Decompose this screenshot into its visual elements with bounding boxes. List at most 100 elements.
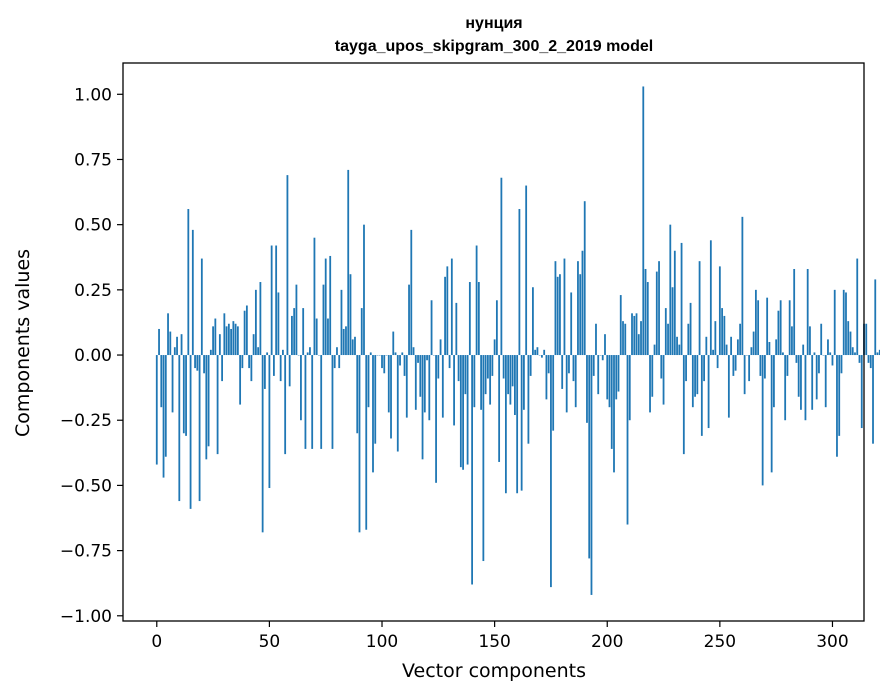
bar-283 [793, 268, 796, 356]
bar-233 [680, 242, 683, 356]
bar-298 [827, 339, 829, 356]
x-axis: 0 50 100 150 200 250 300 [151, 621, 849, 652]
bar-221 [653, 344, 656, 356]
bar-232 [678, 344, 681, 356]
bar-290 [809, 326, 811, 356]
x-tick-label: 100 [366, 632, 398, 652]
bar-169 [536, 347, 539, 356]
bar-206 [619, 295, 622, 356]
bar-207 [622, 321, 624, 356]
bar-249 [716, 355, 719, 369]
bar-0 [155, 355, 158, 465]
bar-237 [689, 302, 692, 356]
x-axis-label: Vector components [402, 660, 586, 682]
bar-88 [354, 336, 356, 356]
bar-145 [482, 355, 485, 562]
bar-164 [525, 185, 528, 356]
bar-161 [518, 209, 521, 356]
x-tick-label: 50 [259, 632, 281, 652]
bar-134 [457, 355, 460, 382]
bar-231 [676, 336, 678, 356]
bar-228 [669, 224, 672, 356]
bar-289 [806, 268, 809, 356]
bar-190 [583, 201, 586, 356]
y-tick-label: −0.75 [60, 542, 112, 562]
bar-48 [263, 355, 266, 389]
bar-52 [273, 355, 275, 376]
bar-65 [302, 308, 305, 356]
bar-193 [590, 355, 593, 595]
bar-143 [477, 282, 480, 356]
bar-316 [867, 355, 870, 363]
bar-168 [534, 349, 537, 356]
bar-121 [428, 355, 431, 421]
plot-frame [122, 62, 865, 622]
bar-54 [277, 292, 280, 356]
bar-291 [811, 355, 814, 410]
bar-95 [369, 352, 372, 356]
bar-9 [176, 336, 178, 356]
bar-34 [232, 321, 235, 356]
bar-36 [236, 326, 239, 356]
bar-209 [626, 355, 629, 525]
bar-69 [311, 355, 314, 449]
bar-135 [459, 355, 462, 468]
bar-68 [309, 347, 311, 356]
bar-235 [685, 355, 687, 382]
bar-272 [768, 342, 771, 356]
bar-297 [824, 355, 827, 408]
bar-201 [608, 355, 611, 408]
bar-267 [757, 300, 760, 356]
bar-293 [815, 355, 818, 400]
bar-116 [417, 355, 419, 363]
bar-130 [448, 355, 451, 369]
bar-165 [527, 355, 530, 444]
bar-259 [739, 323, 742, 356]
bar-87 [351, 339, 354, 356]
bar-268 [759, 355, 762, 376]
bar-71 [315, 318, 318, 356]
y-tick-label: −1.00 [60, 607, 112, 627]
bar-248 [714, 321, 717, 356]
bar-202 [610, 355, 613, 449]
bar-181 [563, 258, 566, 356]
bar-227 [667, 323, 669, 356]
bar-292 [813, 352, 816, 356]
bar-186 [574, 355, 577, 408]
bar-173 [545, 355, 548, 400]
bar-79 [333, 355, 336, 369]
bar-49 [266, 352, 269, 356]
bar-175 [550, 355, 552, 588]
bar-16 [191, 229, 194, 356]
y-tick-label: 0.25 [74, 281, 112, 301]
bar-261 [743, 355, 746, 395]
bar-306 [845, 292, 847, 356]
bar-247 [712, 349, 714, 356]
bar-80 [336, 347, 338, 356]
bar-215 [640, 321, 642, 356]
bar-166 [529, 355, 532, 376]
bar-185 [572, 355, 575, 382]
bar-203 [613, 355, 615, 473]
bar-300 [831, 355, 834, 366]
bar-113 [410, 229, 413, 356]
bar-110 [403, 355, 406, 376]
bar-101 [383, 355, 386, 374]
bar-41 [248, 355, 251, 369]
bar-304 [840, 355, 843, 374]
bar-276 [777, 310, 780, 356]
bar-129 [446, 266, 449, 356]
bar-251 [721, 308, 724, 356]
bar-317 [869, 355, 872, 369]
bar-138 [466, 355, 469, 465]
bar-106 [394, 352, 397, 356]
bar-301 [833, 289, 836, 356]
bar-167 [532, 287, 534, 356]
bar-75 [324, 258, 327, 356]
bar-14 [187, 209, 190, 356]
bar-125 [437, 355, 440, 379]
bar-85 [347, 169, 350, 356]
bar-140 [471, 355, 473, 585]
bar-250 [718, 266, 721, 356]
